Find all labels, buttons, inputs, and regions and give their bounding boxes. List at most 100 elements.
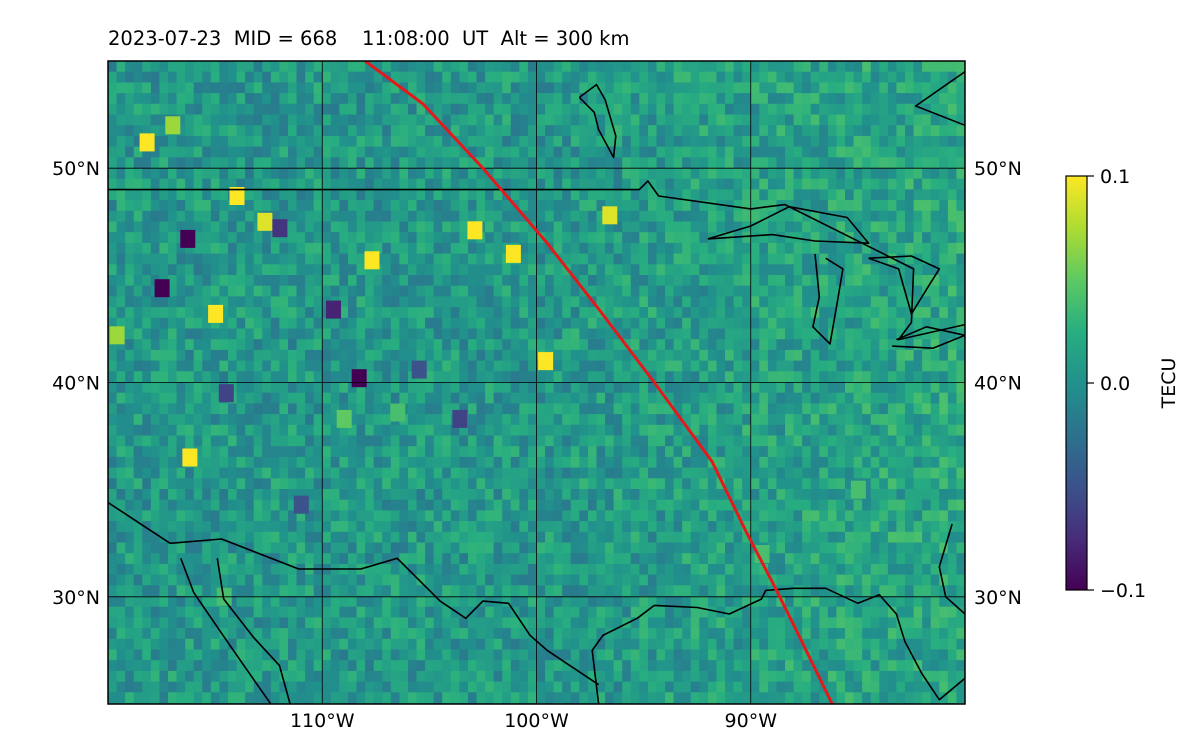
heatmap-cell [673, 317, 683, 330]
heatmap-cell [793, 93, 803, 105]
heatmap-cell [459, 510, 469, 522]
heatmap-cell [862, 392, 872, 404]
heatmap-cell [390, 125, 400, 137]
heatmap-cell [707, 61, 718, 73]
heatmap-cell [459, 424, 469, 437]
heatmap-cell [150, 521, 161, 533]
heatmap-cell [905, 178, 915, 190]
heatmap-cell [802, 317, 812, 330]
heatmap-cell [596, 146, 606, 158]
heatmap-cell [562, 574, 572, 586]
heatmap-cell [287, 296, 298, 308]
heatmap-cell [459, 542, 469, 554]
heatmap-cell [905, 499, 915, 511]
heatmap-cell [365, 157, 375, 169]
heatmap-cell [502, 382, 512, 394]
heatmap-cell [862, 93, 872, 105]
heatmap-cell [596, 499, 606, 511]
heatmap-cell [819, 456, 829, 469]
heatmap-cell [510, 168, 520, 180]
heatmap-cell [707, 93, 718, 105]
heatmap-cell [305, 585, 315, 597]
heatmap-cell [682, 467, 692, 479]
heatmap-cell [116, 242, 126, 255]
heatmap-cell [682, 285, 692, 297]
heatmap-cell [562, 296, 572, 308]
heatmap-cell [390, 521, 400, 533]
heatmap-cell [947, 371, 958, 383]
heatmap-cell [785, 446, 795, 458]
heatmap-cell [227, 371, 238, 383]
heatmap-cell [682, 328, 692, 340]
heatmap-cell [416, 403, 426, 415]
heatmap-cell [613, 446, 623, 458]
heatmap-cell [125, 168, 135, 180]
heatmap-cell [305, 553, 315, 565]
heatmap-cell [699, 542, 709, 554]
heatmap-cell [142, 125, 152, 137]
heatmap-cell [545, 285, 555, 297]
heatmap-cell [605, 296, 615, 308]
heatmap-cell [862, 414, 872, 426]
heatmap-cell [827, 93, 838, 105]
heatmap-cell [870, 499, 880, 511]
heatmap-cell [279, 360, 289, 372]
heatmap-cell [947, 489, 958, 501]
heatmap-cell [253, 349, 263, 362]
heatmap-cell [545, 61, 555, 73]
heatmap-cell [759, 114, 769, 126]
heatmap-cell [553, 435, 563, 447]
heatmap-cell [930, 542, 940, 554]
heatmap-cell [450, 360, 460, 372]
heatmap-cell [742, 242, 752, 255]
heatmap-cell [682, 242, 692, 255]
heatmap-cell [510, 146, 520, 158]
heatmap-cell [305, 456, 315, 469]
heatmap-cell [365, 542, 375, 554]
heatmap-cell [707, 414, 718, 426]
heatmap-cell [819, 285, 829, 297]
heatmap-cell [270, 563, 280, 576]
heatmap-cell [613, 135, 623, 148]
heatmap-cell [690, 414, 700, 426]
heatmap-cell [339, 424, 349, 437]
heatmap-cell [347, 531, 358, 544]
heatmap-cell [133, 392, 143, 404]
heatmap-cell [416, 275, 426, 287]
heatmap-cell [467, 157, 478, 169]
heatmap-cell [536, 285, 546, 297]
heatmap-cell [339, 467, 349, 479]
heatmap-cell [887, 489, 898, 501]
heatmap-cell [390, 574, 400, 586]
heatmap-cell [656, 125, 666, 137]
heatmap-cell [347, 382, 358, 394]
heatmap-cell [810, 489, 820, 501]
heatmap-cell [827, 414, 838, 426]
heatmap-cell [570, 478, 580, 490]
heatmap-cell [322, 489, 332, 501]
heatmap-cell [793, 146, 803, 158]
heatmap-cell [896, 521, 906, 533]
heatmap-cell [459, 467, 469, 479]
heatmap-cell [270, 478, 280, 490]
heatmap-cell [519, 553, 529, 565]
heatmap-cell [433, 157, 443, 169]
heatmap-cell [853, 349, 863, 362]
heatmap-cell [665, 178, 675, 190]
heatmap-cell [665, 125, 675, 137]
heatmap-cell [605, 103, 615, 116]
heatmap-cell [870, 93, 880, 105]
heatmap-cell [819, 392, 829, 404]
heatmap-cell [725, 307, 735, 319]
heatmap-cell [699, 178, 709, 190]
heatmap-cell [930, 157, 940, 169]
heatmap-cell [356, 456, 366, 469]
heatmap-cell [433, 403, 443, 415]
heatmap-cell [827, 392, 838, 404]
heatmap-cell [579, 71, 589, 83]
heatmap-cell [647, 392, 658, 404]
heatmap-cell [322, 178, 332, 190]
heatmap-cell [339, 82, 349, 94]
heatmap-cell [527, 296, 538, 308]
heatmap-cell [845, 414, 855, 426]
